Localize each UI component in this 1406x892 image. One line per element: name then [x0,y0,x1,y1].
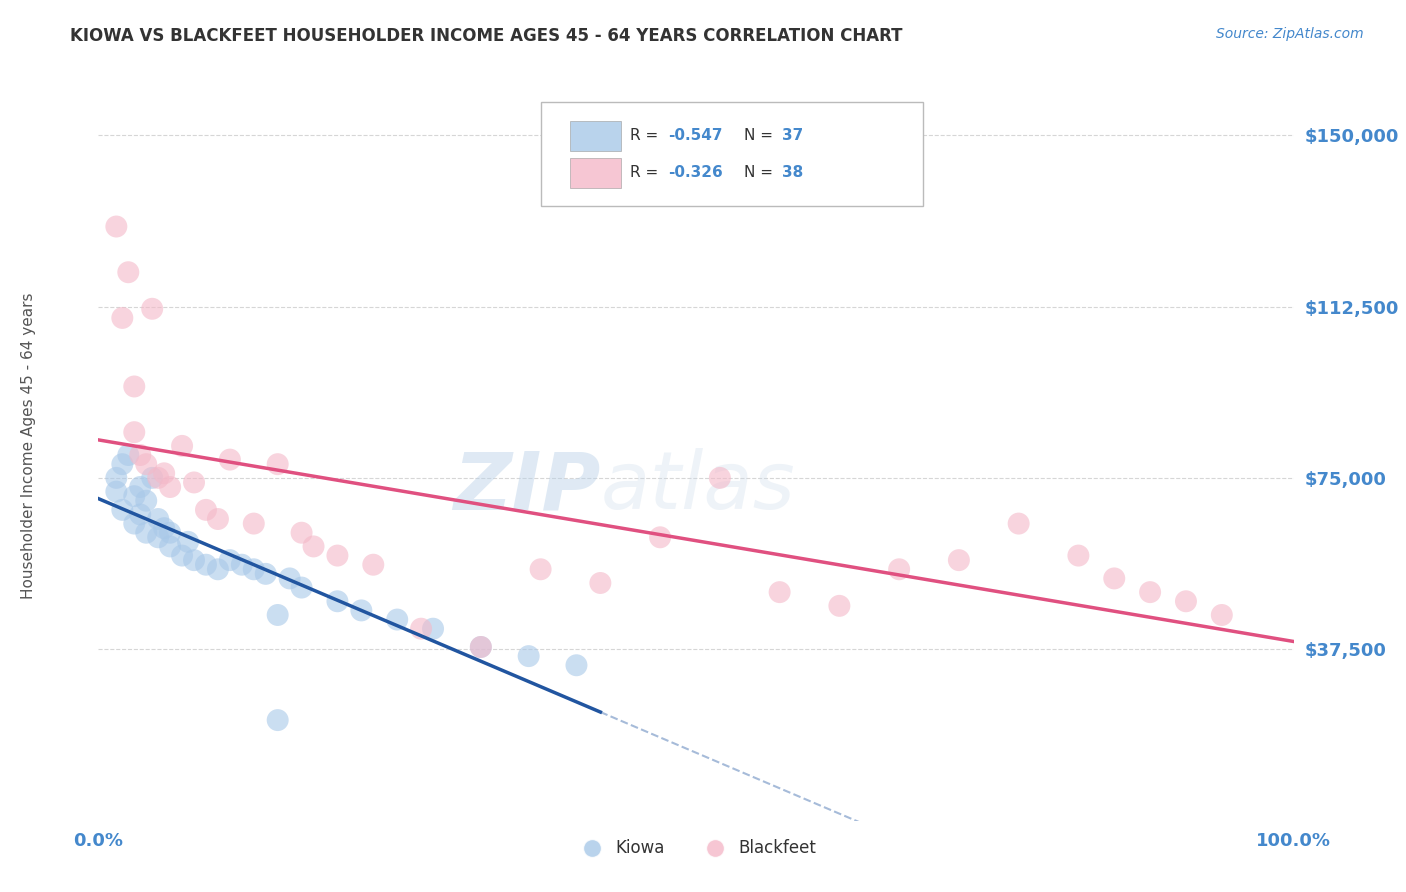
Point [326,549,349,563]
Point [183,553,205,567]
Point [148,512,170,526]
Point [124,425,146,440]
Point [267,457,290,471]
Point [948,553,970,567]
Point [231,558,253,572]
Point [129,480,152,494]
Point [1139,585,1161,599]
Point [124,516,146,531]
Point [117,265,139,279]
Point [470,640,492,654]
Point [517,649,540,664]
Point [111,310,134,325]
Point [207,512,229,526]
Point [530,562,553,576]
Point [709,471,731,485]
Point [1008,516,1031,531]
Point [267,607,290,622]
Point [124,379,146,393]
Point [141,471,163,485]
Point [291,581,314,595]
Point [350,603,373,617]
Text: atlas: atlas [600,449,796,526]
Point [117,448,139,462]
Point [267,713,290,727]
Point [159,525,181,540]
Point [183,475,205,490]
Point [326,594,349,608]
Point [141,301,163,316]
Point [291,525,314,540]
Point [565,658,588,673]
Point [172,439,194,453]
Text: Source: ZipAtlas.com: Source: ZipAtlas.com [1216,27,1364,41]
Point [650,530,672,544]
Point [135,457,157,471]
Point [1211,607,1233,622]
Point [124,489,146,503]
Point [254,566,277,581]
Point [135,525,157,540]
Text: Householder Income Ages 45 - 64 years: Householder Income Ages 45 - 64 years [21,293,35,599]
Point [159,540,181,554]
Point [769,585,792,599]
Point [177,534,200,549]
Point [1104,571,1126,585]
FancyBboxPatch shape [571,158,620,187]
Point [828,599,851,613]
FancyBboxPatch shape [541,103,922,206]
Point [135,493,157,508]
Point [219,452,242,467]
Point [148,471,170,485]
Point [195,558,218,572]
Text: N =: N = [744,128,778,144]
Point [411,622,433,636]
Point [422,622,444,636]
Point [153,467,176,481]
Point [129,508,152,522]
FancyBboxPatch shape [571,121,620,151]
Point [105,471,128,485]
Text: KIOWA VS BLACKFEET HOUSEHOLDER INCOME AGES 45 - 64 YEARS CORRELATION CHART: KIOWA VS BLACKFEET HOUSEHOLDER INCOME AG… [70,27,903,45]
Point [111,503,134,517]
Text: 38: 38 [782,165,803,180]
Point [207,562,229,576]
Text: R =: R = [630,128,664,144]
Point [470,640,492,654]
Point [195,503,218,517]
Legend: Kiowa, Blackfeet: Kiowa, Blackfeet [569,833,823,864]
Point [105,219,128,234]
Point [172,549,194,563]
Point [243,516,266,531]
Point [129,448,152,462]
Point [105,484,128,499]
Point [111,457,134,471]
Point [278,571,301,585]
Point [385,613,409,627]
Point [153,521,176,535]
Point [1175,594,1198,608]
Text: 37: 37 [782,128,803,144]
Point [159,480,181,494]
Point [889,562,911,576]
Point [219,553,242,567]
Text: ZIP: ZIP [453,449,600,526]
Point [363,558,385,572]
Point [302,540,325,554]
Point [589,576,612,591]
Text: R =: R = [630,165,664,180]
Point [1067,549,1090,563]
Text: N =: N = [744,165,778,180]
Point [243,562,266,576]
Point [148,530,170,544]
Text: -0.547: -0.547 [668,128,723,144]
Text: -0.326: -0.326 [668,165,723,180]
